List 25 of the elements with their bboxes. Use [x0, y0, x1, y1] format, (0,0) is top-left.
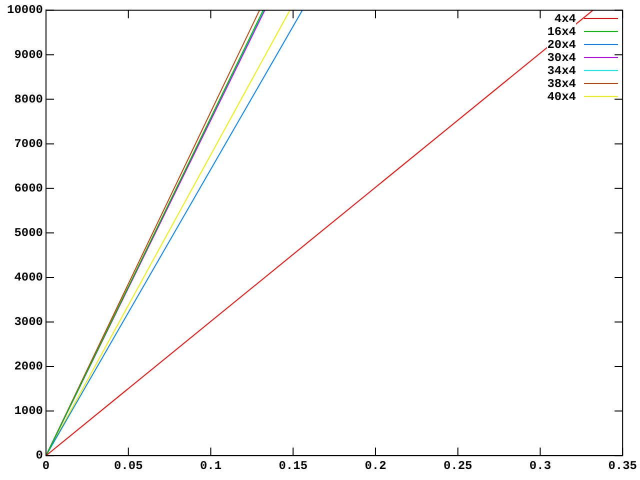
legend-label: 16x4	[547, 24, 576, 38]
y-tick-label: 4000	[14, 270, 44, 284]
x-tick-label: 0.2	[364, 458, 386, 473]
legend-label: 40x4	[547, 90, 576, 104]
x-tick-label: 0.05	[114, 458, 143, 473]
y-tick-label: 0	[36, 448, 44, 463]
legend-label: 38x4	[547, 76, 576, 90]
y-tick-label: 7000	[14, 136, 44, 151]
x-tick-label: 0.35	[608, 458, 638, 473]
y-tick-label: 1000	[14, 404, 44, 418]
legend-label: 30x4	[547, 50, 576, 64]
x-tick-label: 0.15	[278, 458, 308, 473]
legend-label: 20x4	[547, 38, 576, 52]
y-tick-label: 3000	[14, 314, 44, 329]
y-tick-label: 9000	[14, 48, 44, 62]
x-tick-label: 0.25	[443, 458, 472, 473]
y-tick-label: 10000	[6, 3, 44, 18]
x-tick-label: 0.3	[529, 458, 552, 473]
y-tick-label: 5000	[14, 226, 44, 240]
y-tick-label: 8000	[14, 92, 44, 106]
legend-label: 34x4	[547, 64, 576, 78]
y-tick-label: 2000	[14, 360, 44, 374]
legend-label: 4x4	[554, 12, 576, 26]
x-tick-label: 0.1	[200, 458, 222, 473]
y-tick-label: 6000	[14, 181, 44, 196]
